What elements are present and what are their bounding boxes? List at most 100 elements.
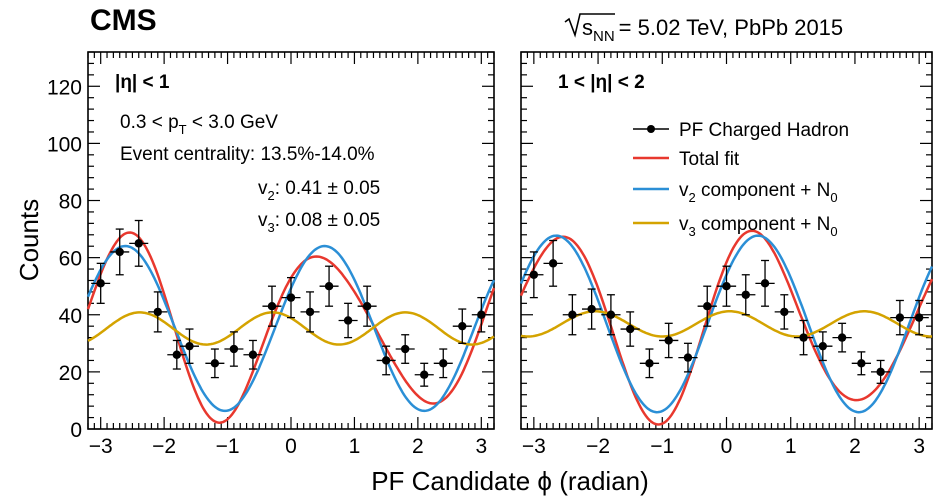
- data-point: [395, 334, 415, 364]
- data-point: [319, 265, 339, 307]
- curve-total-fit: [86, 231, 496, 424]
- legend-label: Total fit: [679, 149, 740, 170]
- x-tick-label: 2: [849, 435, 861, 458]
- data-marker: [645, 359, 654, 368]
- legend-item-v2: v2 component + N0: [633, 180, 838, 205]
- data-point: [543, 239, 563, 287]
- data-marker: [760, 279, 770, 288]
- axis-ticks: −3 −2 −1 0 1 2 3 0 20 40 60 80 100 120: [47, 51, 495, 458]
- annotation-pt-range: 0.3 < pT < 3.0 GeV: [120, 112, 278, 137]
- data-point: [793, 319, 814, 356]
- data-marker: [895, 313, 905, 322]
- legend-item-v3: v3 component + N0: [633, 214, 838, 239]
- data-point: [678, 342, 698, 373]
- data-point: [697, 285, 717, 327]
- data-point: [582, 288, 602, 330]
- fit-curves: [86, 231, 496, 424]
- y-tick-label: 120: [47, 76, 82, 99]
- data-marker: [420, 370, 429, 379]
- x-tick-label: −2: [152, 435, 176, 458]
- fit-curves: [519, 229, 934, 426]
- data-point: [110, 228, 130, 276]
- data-marker: [400, 344, 410, 354]
- data-marker: [683, 353, 693, 362]
- x-tick-label: 3: [475, 435, 487, 458]
- data-marker: [134, 239, 143, 248]
- curve-v3-component: [520, 310, 932, 338]
- data-point: [755, 259, 775, 307]
- y-tick-label: 0: [70, 419, 82, 442]
- data-marker: [381, 356, 391, 365]
- panel-frame: [87, 51, 495, 430]
- data-point: [281, 276, 301, 319]
- energy-label: sNN = 5.02 TeV, PbPb 2015: [564, 13, 843, 45]
- data-marker: [185, 341, 194, 351]
- x-tick-label: −1: [216, 435, 240, 458]
- data-point: [890, 299, 910, 336]
- data-marker: [625, 324, 635, 334]
- data-marker: [780, 307, 789, 317]
- data-point: [205, 348, 225, 379]
- axis-ticks: −3 −2 −1 0 1 2 3: [520, 51, 933, 458]
- experiment-label: CMS: [90, 4, 157, 37]
- x-tick-label: 2: [412, 435, 424, 458]
- data-point: [338, 302, 358, 339]
- data-marker: [587, 304, 596, 314]
- data-marker: [548, 259, 558, 268]
- data-marker: [876, 367, 885, 377]
- y-tick-label: 80: [59, 191, 82, 214]
- data-point: [91, 262, 111, 304]
- x-tick-label: 0: [721, 435, 733, 458]
- data-marker: [529, 270, 539, 279]
- data-point: [716, 265, 737, 307]
- legend-label-v2: v2 component + N0: [679, 180, 838, 205]
- legend-item-total-fit: Total fit: [633, 149, 740, 170]
- data-marker: [153, 307, 162, 317]
- data-point: [167, 339, 187, 370]
- x-tick-label: 1: [349, 435, 361, 458]
- data-point: [736, 274, 756, 316]
- data-marker: [305, 307, 315, 317]
- legend-item-data: PF Charged Hadron: [633, 120, 849, 141]
- data-point: [659, 322, 679, 359]
- y-tick-label: 60: [59, 248, 82, 271]
- data-marker: [439, 359, 448, 368]
- data-points: [524, 239, 929, 384]
- data-marker: [818, 341, 828, 351]
- curve-total-fit: [519, 229, 934, 426]
- x-tick-label: −2: [586, 435, 610, 458]
- x-tick-label: −1: [650, 435, 674, 458]
- data-marker: [914, 313, 924, 322]
- data-marker: [799, 333, 808, 342]
- panel-eta-central: −3 −2 −1 0 1 2 3 0 20 40 60 80 100 120 |η| < 1 0.3 < …: [47, 51, 496, 458]
- data-point: [433, 348, 453, 379]
- data-marker: [324, 281, 334, 291]
- data-point: [376, 345, 396, 376]
- data-marker: [606, 310, 616, 319]
- panel-label: |η| < 1: [115, 72, 170, 93]
- y-tick-label: 100: [47, 133, 82, 156]
- data-point: [813, 331, 833, 362]
- annotation-v2: v2: 0.41 ± 0.05: [258, 178, 380, 203]
- data-marker: [267, 301, 277, 311]
- data-marker: [115, 247, 124, 257]
- x-tick-label: −3: [89, 435, 113, 458]
- data-marker: [229, 344, 239, 354]
- panel-frame: [520, 51, 933, 430]
- x-tick-label: 3: [913, 435, 925, 458]
- data-point: [300, 291, 320, 333]
- data-point: [179, 328, 200, 364]
- panel-label: 1 < |η| < 2: [558, 72, 645, 93]
- data-marker: [664, 336, 673, 345]
- legend: PF Charged Hadron Total fit v2 component…: [633, 120, 849, 239]
- data-marker: [248, 350, 258, 359]
- data-point: [909, 299, 929, 336]
- panel-eta-forward: −3 −2 −1 0 1 2 3 1 < |η| < 2 PF Charged Hadron…: [519, 51, 934, 458]
- legend-label-v3: v3 component + N0: [679, 214, 838, 239]
- data-point: [774, 294, 794, 330]
- data-point: [620, 311, 640, 347]
- svg-text:sNN= 5.02 TeV, PbPb 2015: sNN = 5.02 TeV, PbPb 2015: [582, 15, 843, 45]
- x-tick-label: 0: [285, 435, 297, 458]
- data-point: [148, 291, 168, 333]
